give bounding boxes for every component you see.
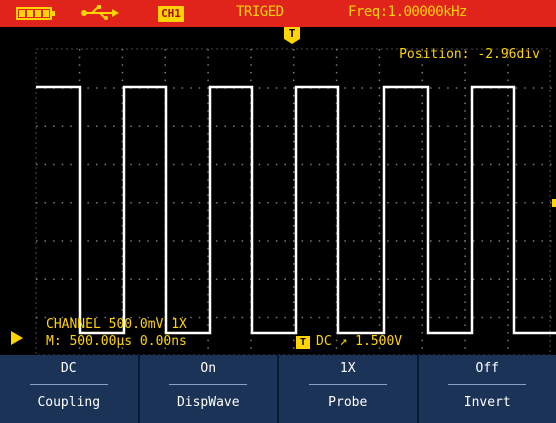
probe-softkey[interactable]: 1X Probe bbox=[279, 355, 419, 423]
channel-readout: CHANNEL 500.0mV 1X bbox=[46, 317, 187, 332]
dispwave-value: On bbox=[200, 361, 217, 376]
softkey-divider bbox=[29, 384, 108, 385]
trigger-status: TRIGED bbox=[236, 4, 284, 20]
coupling-label: Coupling bbox=[37, 395, 101, 410]
trigger-badge: T bbox=[296, 336, 310, 349]
waveform-display: T Position: -2.96div CHANNEL 500.0mV 1X … bbox=[0, 27, 556, 355]
coupling-value: DC bbox=[60, 361, 77, 376]
graticule-dots bbox=[36, 49, 552, 349]
dispwave-softkey[interactable]: On DispWave bbox=[140, 355, 279, 423]
graticule bbox=[35, 48, 556, 355]
dispwave-label: DispWave bbox=[176, 395, 240, 410]
probe-value: 1X bbox=[339, 361, 356, 376]
softkey-divider bbox=[169, 384, 248, 385]
frequency-readout: Freq:1.00000kHz bbox=[348, 4, 467, 20]
softkey-divider bbox=[448, 384, 527, 385]
trigger-level-marker[interactable] bbox=[552, 199, 556, 207]
invert-label: Invert bbox=[463, 395, 511, 410]
channel-badge: CH1 bbox=[158, 6, 184, 22]
waveform-trace bbox=[36, 85, 556, 335]
probe-label: Probe bbox=[328, 395, 368, 410]
softkey-divider bbox=[308, 384, 387, 385]
coupling-softkey[interactable]: DC Coupling bbox=[0, 355, 140, 423]
timebase-readout: M: 500.00µs 0.00ns bbox=[46, 334, 187, 349]
trigger-position-marker[interactable]: T bbox=[284, 27, 300, 44]
invert-softkey[interactable]: Off Invert bbox=[419, 355, 556, 423]
trigger-readout: DC ↗ 1.500V bbox=[316, 334, 403, 349]
invert-value: Off bbox=[475, 361, 499, 376]
position-readout: Position: -2.96div bbox=[399, 47, 540, 62]
channel-ground-marker[interactable] bbox=[11, 331, 23, 345]
softkey-menu: DC Coupling On DispWave 1X Probe Off Inv… bbox=[0, 355, 556, 423]
status-bar: CH1 TRIGED Freq:1.00000kHz bbox=[0, 0, 556, 27]
battery-icon bbox=[16, 7, 55, 20]
usb-icon bbox=[81, 5, 119, 20]
